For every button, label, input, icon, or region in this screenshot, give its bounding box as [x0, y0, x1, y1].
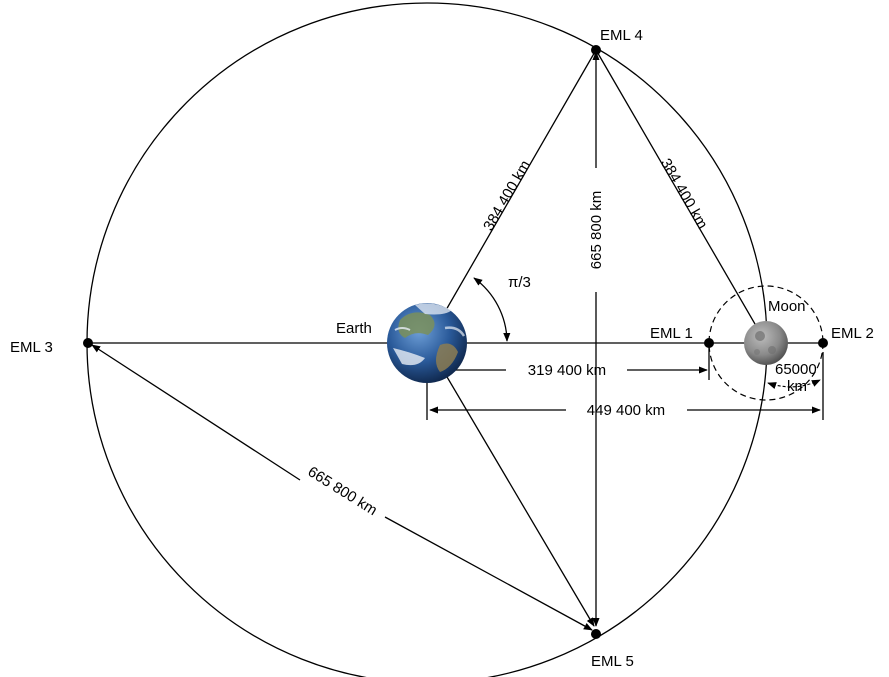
- eml5-point: [591, 629, 601, 639]
- moon-radius-unit-label: km: [787, 378, 807, 395]
- eml3-eml5-arrow-b: [384, 516, 593, 631]
- moon-radius-arc: [767, 379, 821, 389]
- moon-eml4-distance-label: 384 400 km: [657, 156, 711, 232]
- eml3-label: EML 3: [10, 339, 53, 356]
- earth-eml1-distance-label: 319 400 km: [528, 362, 606, 379]
- eml1-point: [704, 338, 714, 348]
- earth-eml4-line: [426, 49, 597, 344]
- eml2-label: EML 2: [831, 325, 874, 342]
- eml3-eml5-distance-label: 665 800 km: [305, 463, 380, 519]
- moon-radius-value-label: 65000: [775, 361, 817, 378]
- eml1-label: EML 1: [650, 325, 693, 342]
- eml4-eml5-distance-label: 665 800 km: [588, 191, 605, 269]
- earth-label: Earth: [336, 320, 372, 337]
- eml5-label: EML 5: [591, 653, 634, 670]
- eml4-point: [591, 45, 601, 55]
- earth-image: [387, 303, 467, 383]
- moon-image: [744, 321, 788, 365]
- moon-label: Moon: [768, 298, 806, 315]
- earth-eml2-distance-label: 449 400 km: [587, 402, 665, 419]
- moon-eml4-line: [595, 49, 767, 344]
- angle-label: π/3: [508, 274, 531, 291]
- angle-arc: [473, 277, 511, 342]
- eml4-label: EML 4: [600, 27, 643, 44]
- earth-eml4-distance-label: 384 400 km: [480, 158, 534, 234]
- eml3-eml5-arrow-a: [91, 344, 301, 481]
- eml3-point: [83, 338, 93, 348]
- eml2-point: [818, 338, 828, 348]
- earth-eml5-line: [426, 342, 595, 627]
